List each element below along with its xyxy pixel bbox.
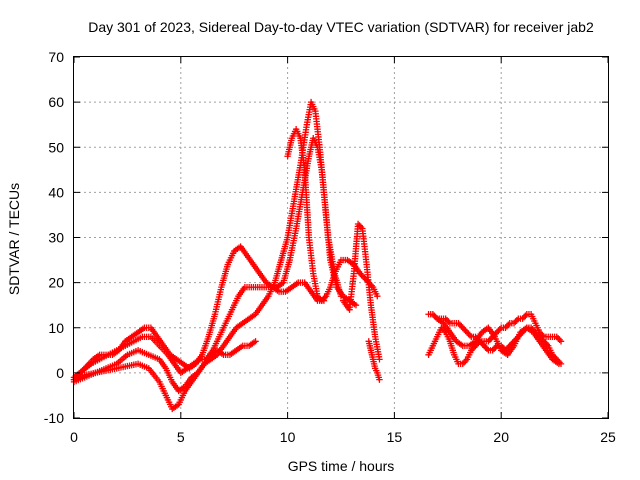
data-point xyxy=(376,356,383,363)
y-tick-label: 50 xyxy=(48,139,64,155)
x-axis-title: GPS time / hours xyxy=(288,458,395,474)
axis-ticks: 0 5 10 15 20 25 -10 0 10 20 30 40 50 60 70 xyxy=(44,49,616,445)
x-tick-label: 5 xyxy=(177,429,185,445)
y-axis-title: SDTVAR / TECUs xyxy=(6,183,22,295)
series-arc-8 xyxy=(425,311,565,345)
chart-title: Day 301 of 2023, Sidereal Day-to-day VTE… xyxy=(88,19,594,35)
y-tick-label: 0 xyxy=(56,365,64,381)
data-point xyxy=(337,292,345,300)
data-point xyxy=(374,292,381,300)
grid xyxy=(74,57,608,418)
series-arc-10 xyxy=(433,315,563,368)
y-tick-label: -10 xyxy=(44,410,64,426)
data-point xyxy=(252,338,259,345)
data-markers xyxy=(70,98,565,413)
x-tick-label: 0 xyxy=(70,429,78,445)
series-arc-7 xyxy=(365,338,383,383)
x-tick-label: 20 xyxy=(493,429,509,445)
series-arc-4 xyxy=(70,338,259,413)
y-tick-label: 70 xyxy=(48,49,64,65)
y-tick-label: 40 xyxy=(48,184,64,200)
y-tick-label: 10 xyxy=(48,320,64,336)
y-tick-label: 30 xyxy=(48,230,64,246)
series-arc-2 xyxy=(70,135,360,381)
x-tick-label: 25 xyxy=(600,429,616,445)
plot-frame xyxy=(73,56,609,419)
x-tick-label: 10 xyxy=(280,429,296,445)
data-point xyxy=(555,360,563,368)
series-arc-6 xyxy=(339,220,383,363)
data-point xyxy=(376,376,383,383)
x-tick-label: 15 xyxy=(387,429,403,445)
y-tick-label: 60 xyxy=(48,94,64,110)
data-point xyxy=(557,338,565,345)
y-tick-label: 20 xyxy=(48,275,64,291)
data-point xyxy=(352,301,360,309)
